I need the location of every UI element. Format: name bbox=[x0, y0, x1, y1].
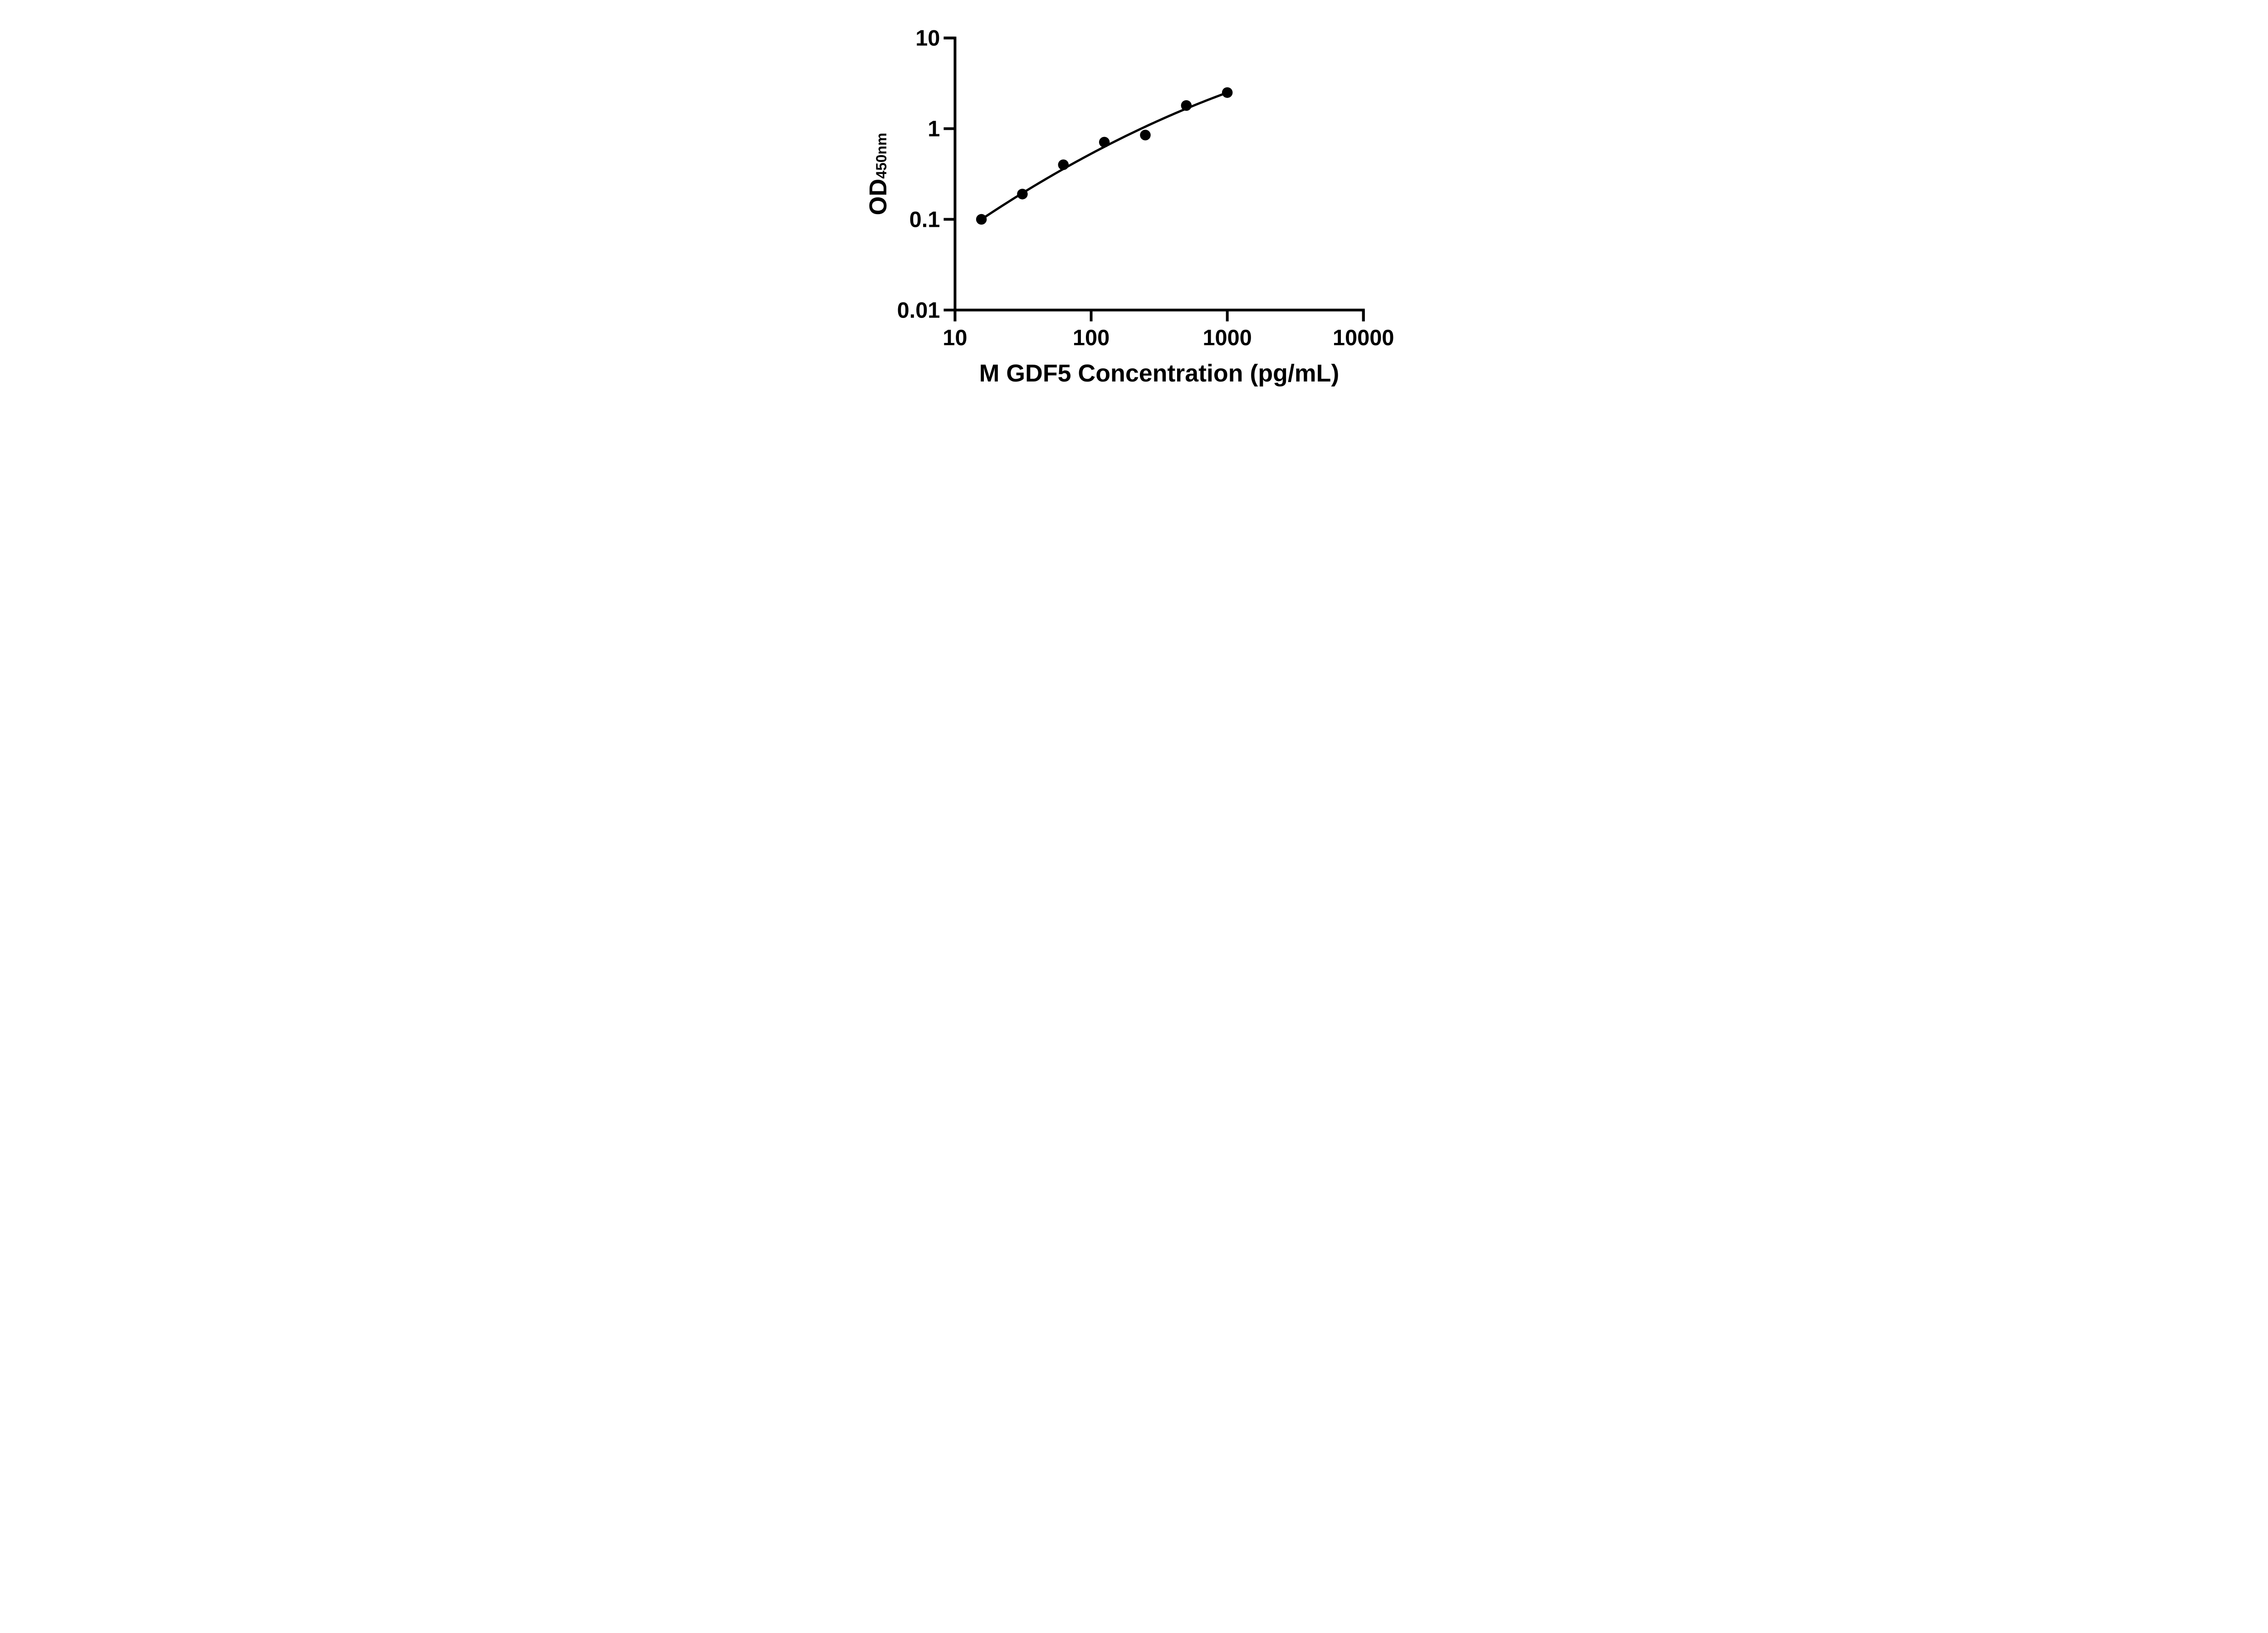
y-tick-label: 1 bbox=[928, 117, 940, 142]
x-tick-label: 10 bbox=[943, 326, 967, 350]
figure: 10 1 0.1 0.01 10 100 1000 10000 M GDF5 Concentr… bbox=[842, 0, 1426, 408]
y-axis-title-main: OD bbox=[865, 179, 892, 215]
data-point bbox=[1181, 100, 1192, 111]
x-tick-label: 10000 bbox=[1333, 326, 1394, 350]
data-point bbox=[1017, 189, 1028, 200]
data-point bbox=[1058, 159, 1069, 170]
y-axis-title: OD450nm bbox=[865, 133, 892, 215]
y-tick-label: 0.1 bbox=[909, 208, 940, 232]
x-tick-label: 1000 bbox=[1202, 326, 1251, 350]
x-axis-title: M GDF5 Concentration (pg/mL) bbox=[979, 360, 1339, 387]
y-tick-label: 10 bbox=[915, 26, 940, 51]
x-tick-label: 100 bbox=[1072, 326, 1109, 350]
data-point bbox=[1099, 137, 1110, 148]
y-axis-title-subscript: 450nm bbox=[873, 133, 890, 179]
data-point bbox=[1222, 87, 1232, 98]
y-tick-label: 0.01 bbox=[897, 298, 940, 323]
chart-background bbox=[842, 0, 1426, 408]
data-point bbox=[1139, 130, 1151, 141]
data-point bbox=[976, 214, 987, 225]
